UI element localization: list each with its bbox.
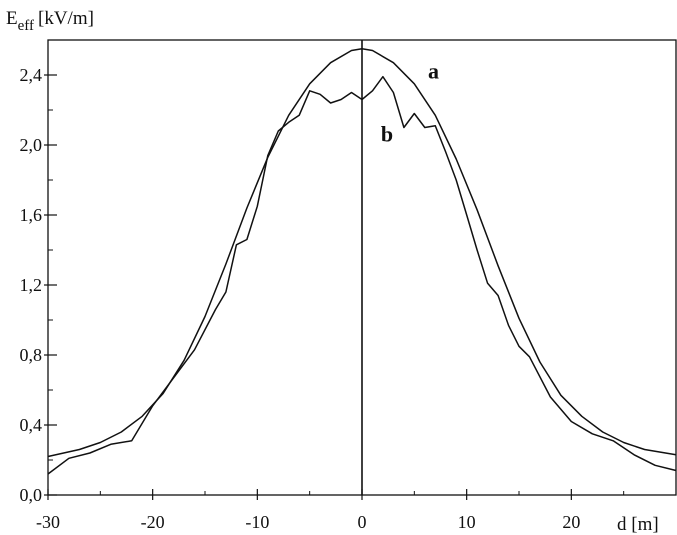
y-tick-label: 1,2: [20, 275, 43, 295]
y-tick-label: 0,0: [20, 485, 43, 505]
x-tick-label: 0: [358, 512, 367, 532]
y-tick-label: 2,0: [20, 135, 43, 155]
x-tick-label: -20: [141, 512, 165, 532]
y-tick-label: 2,4: [20, 65, 43, 85]
y-tick-label: 0,8: [20, 345, 43, 365]
x-tick-label: -30: [36, 512, 60, 532]
series-label-b: b: [381, 122, 393, 147]
x-tick-label: 10: [458, 512, 476, 532]
series-label-a: a: [428, 59, 439, 84]
x-axis-title: d [m]: [617, 514, 659, 535]
plot-area: 0,0 0,4 0,8 1,2 1,6 2,0 2,4 -30 -20 -10 0 10 20 a b: [20, 40, 677, 532]
y-axis-title-subscript: eff: [18, 18, 34, 34]
y-tick-label: 0,4: [20, 415, 43, 435]
x-tick-label: -10: [245, 512, 269, 532]
x-tick-label: 20: [562, 512, 580, 532]
y-axis-title: Eeff [kV/m]: [6, 8, 94, 34]
y-tick-label: 1,6: [20, 205, 43, 225]
y-axis-title-unit: [kV/m]: [38, 8, 94, 29]
y-axis-title-main: E: [6, 8, 18, 29]
